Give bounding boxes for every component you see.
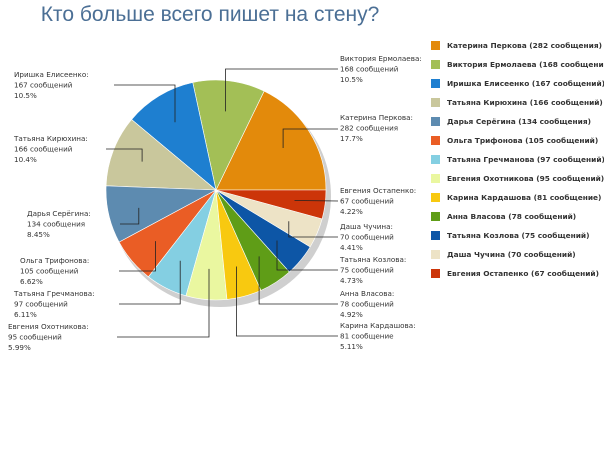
slice-label-name-8: Евгения Охотникова: bbox=[8, 322, 89, 331]
slice-label-count-4: 166 сообщений bbox=[14, 145, 73, 154]
legend-item-9: Карина Кардашова (81 сообщение) bbox=[431, 188, 601, 207]
slice-label-name-5: Дарья Серёгина: bbox=[27, 209, 91, 218]
legend-swatch-10 bbox=[431, 212, 440, 221]
legend-label-5: Дарья Серёгина (134 сообщения) bbox=[447, 117, 591, 126]
slice-label-name-7: Татьяна Гречманова: bbox=[13, 289, 95, 298]
slice-label-count-6: 105 сообщений bbox=[20, 267, 79, 276]
legend-label-11: Татьяна Козлова (75 сообщений) bbox=[447, 231, 590, 240]
slice-label-percent-12: 4.41% bbox=[340, 243, 363, 252]
legend-item-11: Татьяна Козлова (75 сообщений) bbox=[431, 226, 601, 245]
legend-label-6: Ольга Трифонова (105 сообщений) bbox=[447, 136, 599, 145]
legend-swatch-13 bbox=[431, 269, 440, 278]
slice-label-count-7: 97 сообщений bbox=[14, 300, 68, 309]
slice-label-count-10: 78 сообщений bbox=[340, 300, 394, 309]
legend-item-6: Ольга Трифонова (105 сообщений) bbox=[431, 131, 601, 150]
slice-label-count-3: 167 сообщений bbox=[14, 81, 73, 90]
slice-label-count-8: 95 сообщений bbox=[8, 333, 62, 342]
slice-label-count-11: 75 сообщений bbox=[340, 266, 394, 275]
legend-item-3: Иришка Елисеенко (167 сообщений) bbox=[431, 74, 604, 93]
leader-line-12 bbox=[288, 221, 338, 238]
legend-swatch-11 bbox=[431, 231, 440, 240]
pie-slice-1 bbox=[215, 90, 327, 191]
legend-item-13: Евгения Остапенко (67 сообщений) bbox=[431, 264, 601, 283]
legend-swatch-6 bbox=[431, 136, 440, 145]
leader-line-7 bbox=[119, 260, 181, 305]
slice-label-name-9: Карина Кардашова: bbox=[340, 321, 416, 330]
legend-item-12: Даша Чучина (70 сообщений) bbox=[431, 245, 601, 264]
slice-label-percent-9: 5.11% bbox=[340, 342, 363, 351]
legend-item-7: Татьяна Гречманова (97 сообщений) bbox=[431, 150, 604, 169]
legend-swatch-12 bbox=[431, 250, 440, 259]
legend-label-8: Евгения Охотникова (95 сообщений) bbox=[447, 174, 604, 183]
slice-label-name-10: Анна Власова: bbox=[340, 289, 394, 298]
slice-label-percent-1: 17.7% bbox=[340, 134, 363, 143]
slice-label-count-12: 70 сообщений bbox=[340, 233, 394, 242]
leader-line-3 bbox=[114, 84, 176, 123]
leader-line-10 bbox=[258, 256, 338, 305]
slice-label-count-13: 67 сообщений bbox=[340, 197, 394, 206]
slice-label-name-4: Татьяна Кирюхина: bbox=[13, 134, 88, 143]
slice-label-percent-10: 4.92% bbox=[340, 310, 363, 319]
legend-label-12: Даша Чучина (70 сообщений) bbox=[447, 250, 576, 259]
legend-swatch-8 bbox=[431, 174, 440, 183]
slice-label-percent-2: 10.5% bbox=[340, 75, 363, 84]
slice-label-name-6: Ольга Трифонова: bbox=[20, 256, 89, 265]
legend-label-9: Карина Кардашова (81 сообщение) bbox=[447, 193, 602, 202]
slice-label-name-2: Виктория Ермолаева: bbox=[340, 54, 422, 63]
leader-line-5 bbox=[120, 207, 140, 225]
legend-swatch-2 bbox=[431, 60, 440, 69]
legend-label-7: Татьяна Гречманова (97 сообщений) bbox=[447, 155, 604, 164]
slice-label-percent-13: 4.22% bbox=[340, 207, 363, 216]
legend-label-4: Татьяна Кирюхина (166 сообщений) bbox=[447, 98, 603, 107]
chart-legend: Катерина Перкова (282 сообщения) Виктория… bbox=[431, 36, 604, 283]
legend-label-2: Виктория Ермолаева (168 сообщений) bbox=[447, 60, 604, 69]
slice-label-name-12: Даша Чучина: bbox=[340, 222, 393, 231]
legend-swatch-4 bbox=[431, 98, 440, 107]
leader-line-6 bbox=[119, 241, 156, 272]
slice-label-name-13: Евгения Остапенко: bbox=[340, 186, 416, 195]
legend-swatch-3 bbox=[431, 79, 440, 88]
slice-label-percent-8: 5.99% bbox=[8, 343, 31, 352]
slice-label-count-1: 282 сообщения bbox=[340, 124, 398, 133]
slice-label-count-5: 134 сообщения bbox=[27, 220, 85, 229]
legend-item-1: Катерина Перкова (282 сообщения) bbox=[431, 36, 602, 55]
legend-swatch-5 bbox=[431, 117, 440, 126]
slice-label-percent-6: 6.62% bbox=[20, 277, 43, 286]
leader-line-11 bbox=[276, 240, 338, 271]
legend-label-1: Катерина Перкова (282 сообщения) bbox=[447, 41, 602, 50]
legend-item-5: Дарья Серёгина (134 сообщения) bbox=[431, 112, 601, 131]
legend-item-4: Татьяна Кирюхина (166 сообщений) bbox=[431, 93, 603, 112]
slice-label-count-9: 81 сообщение bbox=[340, 332, 394, 341]
slice-label-percent-5: 8.45% bbox=[27, 230, 50, 239]
legend-item-2: Виктория Ермолаева (168 сообщений) bbox=[431, 55, 604, 74]
slice-label-name-1: Катерина Перкова: bbox=[340, 113, 413, 122]
legend-swatch-9 bbox=[431, 193, 440, 202]
leader-line-9 bbox=[236, 266, 338, 337]
slice-label-percent-7: 6.11% bbox=[14, 310, 37, 319]
slice-label-percent-11: 4.73% bbox=[340, 276, 363, 285]
slice-label-name-11: Татьяна Козлова: bbox=[339, 255, 406, 264]
leader-line-13 bbox=[294, 200, 339, 202]
legend-label-3: Иришка Елисеенко (167 сообщений) bbox=[447, 79, 604, 88]
chart-title: Кто больше всего пишет на стену? bbox=[40, 3, 380, 26]
pie-slice-4 bbox=[105, 119, 217, 191]
slice-label-percent-3: 10.5% bbox=[14, 91, 37, 100]
pie-slice-13 bbox=[215, 189, 327, 220]
slice-label-name-3: Иришка Елисеенко: bbox=[14, 70, 89, 79]
pie-slice-2 bbox=[192, 79, 265, 191]
legend-swatch-1 bbox=[431, 41, 440, 50]
slice-label-count-2: 168 сообщений bbox=[340, 65, 399, 74]
leader-line-4 bbox=[106, 148, 143, 162]
leader-line-8 bbox=[117, 268, 210, 338]
leader-line-2 bbox=[225, 68, 338, 112]
legend-item-10: Анна Власова (78 сообщений) bbox=[431, 207, 601, 226]
legend-label-10: Анна Власова (78 сообщений) bbox=[447, 212, 577, 221]
legend-item-8: Евгения Охотникова (95 сообщений) bbox=[431, 169, 604, 188]
pie-slice-3 bbox=[131, 82, 217, 191]
slice-label-percent-4: 10.4% bbox=[14, 155, 37, 164]
leader-line-1 bbox=[282, 128, 338, 148]
legend-label-13: Евгения Остапенко (67 сообщений) bbox=[447, 269, 599, 278]
legend-swatch-7 bbox=[431, 155, 440, 164]
